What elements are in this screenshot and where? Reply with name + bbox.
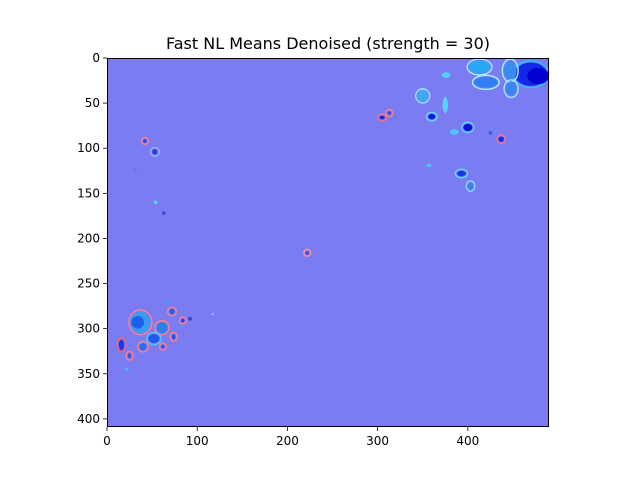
feature-halo-35 <box>169 331 178 342</box>
feature-blob-2 <box>468 60 491 74</box>
y-tick-label-300: 300 <box>77 322 100 336</box>
feature-blob-14 <box>379 115 385 120</box>
feature-blob-22 <box>153 200 158 205</box>
feature-blob-3 <box>474 76 498 88</box>
feature-halo-17 <box>465 180 476 193</box>
feature-blob-15 <box>387 111 392 115</box>
feature-halo-9 <box>425 111 438 122</box>
image-background <box>107 58 549 427</box>
feature-blob-35 <box>171 334 176 340</box>
feature-blob-1 <box>527 67 550 85</box>
y-tick-label-350: 350 <box>77 367 100 381</box>
feature-blob-31 <box>127 353 132 359</box>
feature-halo-38 <box>158 342 168 351</box>
feature-blob-6 <box>441 72 451 78</box>
feature-blob-29 <box>139 343 147 351</box>
feature-halo-25 <box>128 309 153 336</box>
feature-halo-2 <box>466 58 493 76</box>
y-tick-label-50: 50 <box>85 96 100 110</box>
feature-blob-39 <box>210 313 215 316</box>
feature-blob-11 <box>449 129 459 135</box>
feature-blob-18 <box>426 163 432 168</box>
feature-halo-12 <box>496 134 507 145</box>
feature-halo-10 <box>461 121 475 134</box>
x-tick-label-0: 0 <box>103 434 111 448</box>
y-tick-label-200: 200 <box>77 231 100 245</box>
feature-blob-23 <box>162 211 166 215</box>
feature-blob-26 <box>131 316 144 329</box>
feature-blob-37 <box>188 316 192 321</box>
feature-blob-13 <box>488 131 493 135</box>
feature-halo-36 <box>178 316 187 325</box>
y-tick-label-0: 0 <box>92 51 100 65</box>
feature-blob-9 <box>428 113 436 120</box>
feature-blob-30 <box>118 339 125 351</box>
feature-blob-7 <box>417 90 429 102</box>
y-tick-label-400: 400 <box>77 412 100 426</box>
plot-area <box>107 58 550 427</box>
feature-halo-31 <box>125 350 134 361</box>
feature-halo-30 <box>116 337 127 353</box>
feature-halo-3 <box>471 74 500 91</box>
feature-blob-38 <box>161 344 165 349</box>
feature-halo-20 <box>149 146 160 157</box>
y-axis: 0 50 100 150 200 250 300 350 400 <box>77 51 107 426</box>
feature-halo-29 <box>137 340 149 353</box>
feature-blob-24 <box>305 251 310 255</box>
feature-blob-4 <box>503 60 517 81</box>
feature-blob-16 <box>456 170 467 177</box>
feature-halo-24 <box>303 248 312 257</box>
feature-blob-5 <box>505 81 517 96</box>
feature-blob-10 <box>463 123 473 132</box>
feature-blob-36 <box>180 318 185 323</box>
feature-blob-17 <box>467 182 474 190</box>
x-tick-label-400: 400 <box>456 434 479 448</box>
feature-blob-8 <box>442 96 448 114</box>
feature-halo-14 <box>377 113 388 122</box>
feature-halo-7 <box>415 88 431 104</box>
feature-blob-33 <box>169 308 175 315</box>
x-tick-label-200: 200 <box>276 434 299 448</box>
y-tick-label-150: 150 <box>77 186 100 200</box>
axes-frame <box>107 58 549 427</box>
x-tick-label-300: 300 <box>366 434 389 448</box>
y-tick-label-250: 250 <box>77 277 100 291</box>
feature-halo-15 <box>385 108 394 118</box>
y-tick-label-100: 100 <box>77 141 100 155</box>
feature-blob-28 <box>148 334 160 344</box>
feature-blob-20 <box>152 149 158 155</box>
feature-halo-27 <box>154 320 170 336</box>
feature-halo-33 <box>166 306 177 317</box>
feature-halo-28 <box>146 331 162 346</box>
x-axis: 0 100 200 300 400 <box>103 427 479 448</box>
feature-halo-5 <box>503 79 519 99</box>
feature-blob-12 <box>498 136 504 142</box>
feature-blob-27 <box>156 322 168 334</box>
chart-title: Fast NL Means Denoised (strength = 30) <box>166 34 490 53</box>
feature-blob-21 <box>133 168 137 172</box>
feature-blob-19 <box>143 139 147 143</box>
x-tick-label-100: 100 <box>186 434 209 448</box>
image-features <box>116 58 550 372</box>
feature-blob-34 <box>165 300 170 305</box>
feature-blob-32 <box>125 367 129 372</box>
feature-halo-16 <box>454 168 469 179</box>
feature-halo-19 <box>140 136 149 146</box>
